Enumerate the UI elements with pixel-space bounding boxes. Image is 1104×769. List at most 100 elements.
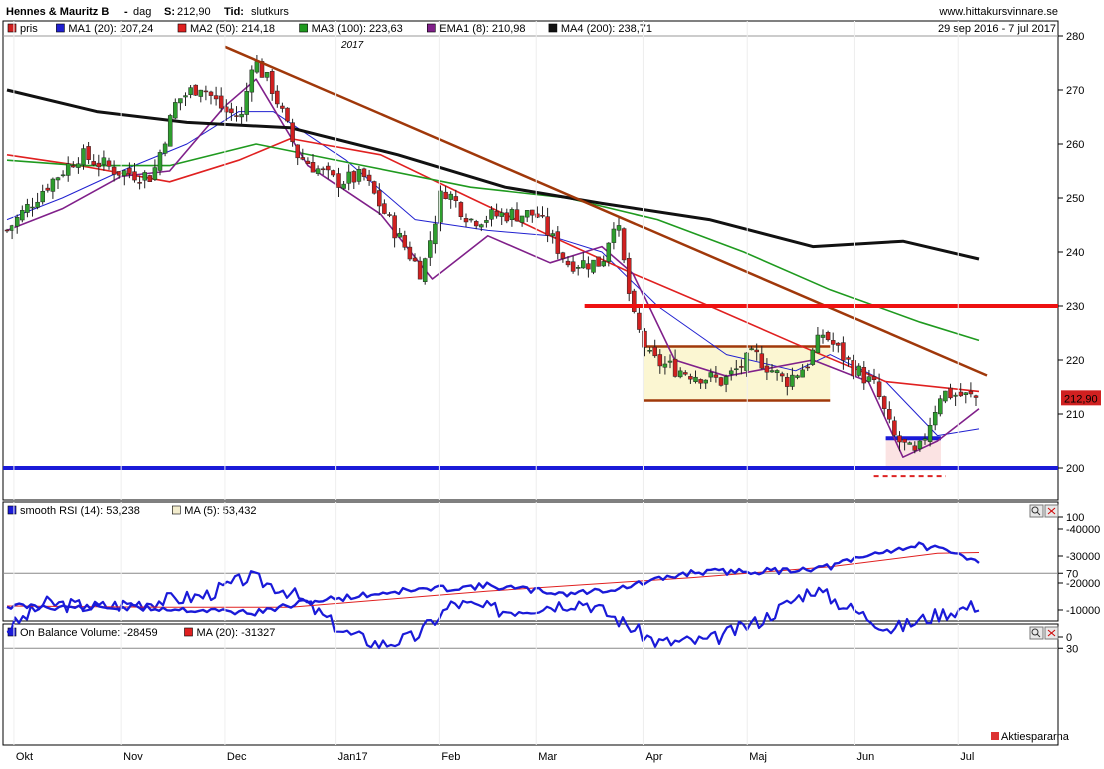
candle-body — [203, 90, 209, 93]
candle-body — [713, 374, 719, 378]
credit-icon — [991, 732, 999, 740]
candle-body — [392, 215, 397, 239]
obv-panel-frame — [2, 623, 1059, 746]
rsi-zoom-icon[interactable] — [1029, 504, 1044, 518]
candle-body — [565, 260, 571, 266]
candle-body — [805, 366, 810, 369]
candle-body — [897, 435, 902, 443]
candle-body — [866, 376, 872, 382]
candle-body — [922, 438, 928, 441]
candle-body — [948, 387, 953, 399]
candle-body — [632, 290, 637, 312]
candle-body — [346, 171, 351, 184]
candle-body — [958, 391, 963, 397]
candle-body — [40, 191, 45, 203]
time-label: Tid: — [224, 6, 244, 18]
candle-body — [968, 390, 974, 395]
candle-body — [285, 107, 290, 122]
obv-zoom-icon[interactable] — [1029, 626, 1044, 640]
candle-body — [269, 71, 275, 94]
candle-body — [708, 372, 714, 378]
x-tick-label: Okt — [16, 751, 33, 763]
candle-body — [800, 369, 805, 378]
candle-body — [555, 231, 561, 254]
candle-body — [244, 91, 249, 115]
candle-body — [30, 206, 35, 209]
candle-body — [473, 221, 479, 227]
rsi-close-icon[interactable] — [1044, 504, 1059, 518]
credit-label: Aktiespararna — [1001, 731, 1070, 743]
candle-body — [530, 209, 535, 216]
candle-body — [290, 122, 295, 143]
candle-body — [774, 370, 780, 374]
candle-body — [101, 157, 107, 165]
candle-body — [132, 171, 137, 181]
candle-body — [147, 175, 153, 182]
x-tick-label: Apr — [645, 751, 662, 763]
candle-body — [300, 157, 306, 160]
candle-body — [723, 376, 729, 385]
candle-body — [779, 373, 785, 377]
candle-body — [433, 223, 438, 245]
candle-body — [932, 412, 938, 426]
candle-body — [662, 363, 668, 368]
candle-body — [280, 105, 285, 109]
candle-body — [606, 242, 612, 262]
candle-body — [239, 113, 244, 118]
candle-body — [458, 202, 464, 217]
candle-body — [499, 212, 504, 217]
candle-body — [162, 143, 168, 154]
candle-body — [326, 165, 331, 171]
candle-body — [229, 108, 234, 114]
candle-body — [616, 225, 622, 231]
ema1-8-line — [6, 78, 980, 458]
candle-body — [361, 168, 367, 177]
candle-body — [428, 240, 433, 258]
period-label: dag — [133, 6, 151, 18]
x-tick-label: Feb — [441, 751, 460, 763]
candle-body — [667, 360, 673, 363]
candle-body — [81, 148, 86, 166]
obv-close-icon[interactable] — [1044, 626, 1059, 640]
candle-body — [50, 178, 56, 192]
candle-body — [785, 376, 790, 387]
candle-body — [871, 376, 877, 380]
candle-body — [479, 224, 484, 228]
candle-body — [586, 263, 591, 270]
legend-label: MA1 (20): 207,24 — [68, 23, 153, 35]
candle-body — [45, 187, 51, 191]
legend-swatch — [172, 505, 181, 515]
candle-body — [305, 160, 311, 165]
candle-body — [310, 162, 316, 173]
candle-body — [672, 358, 678, 377]
candle-body — [917, 440, 923, 450]
falling-trendline — [224, 45, 988, 377]
candle-body — [876, 381, 882, 397]
obv-tick-label: -20000 — [1066, 578, 1100, 590]
legend-label: MA3 (100): 223,63 — [312, 23, 403, 35]
candle-body — [76, 163, 81, 168]
candle-body — [249, 69, 255, 93]
candle-body — [830, 340, 836, 345]
rsi-tick-label: 100 — [1066, 512, 1084, 524]
candle-body — [397, 232, 402, 238]
candle-body — [336, 173, 341, 188]
candle-body — [25, 204, 30, 213]
candle-body — [509, 209, 515, 220]
legend-swatch — [184, 627, 193, 637]
candle-body — [902, 438, 907, 443]
candle-body — [111, 166, 117, 175]
ma2-50-line — [6, 137, 980, 393]
candle-body — [453, 196, 459, 201]
legend-swatch — [426, 23, 436, 33]
candle-body — [142, 172, 147, 181]
candle-body — [744, 352, 749, 371]
candle-body — [881, 396, 887, 409]
y-tick-label: 260 — [1066, 139, 1084, 151]
candle-body — [575, 267, 581, 269]
x-tick-label: Jun — [856, 751, 874, 763]
candle-body — [820, 334, 826, 338]
candle-body — [463, 218, 469, 223]
candle-body — [106, 160, 112, 167]
